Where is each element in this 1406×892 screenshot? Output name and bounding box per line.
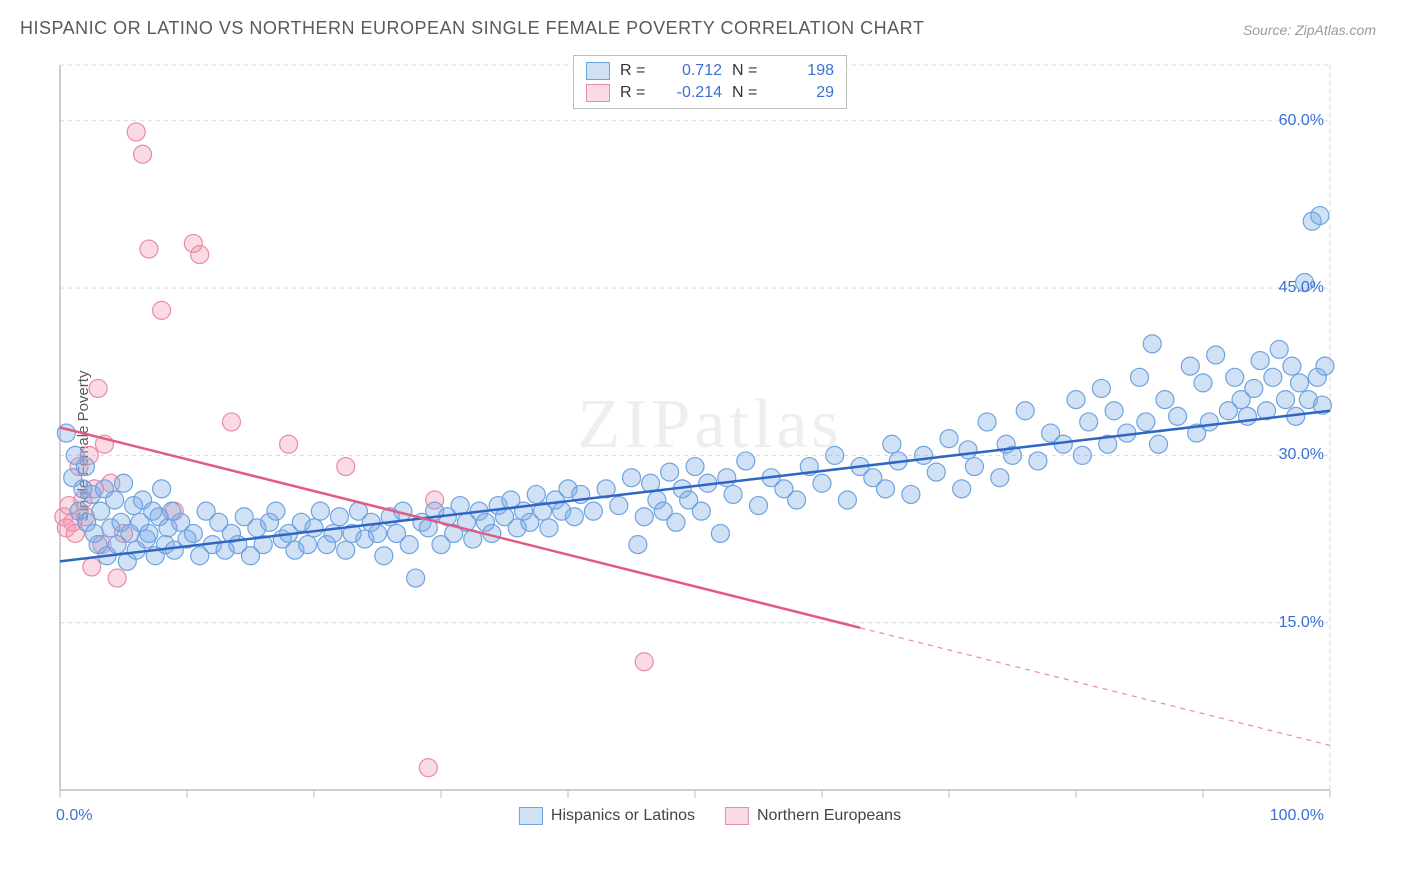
legend-swatch-bottom-0	[519, 807, 543, 825]
r-value-0: 0.712	[660, 60, 722, 82]
n-label: N =	[732, 60, 762, 82]
n-value-1: 29	[772, 82, 834, 104]
legend-item-1: Northern Europeans	[725, 807, 901, 825]
r-value-1: -0.214	[660, 82, 722, 104]
x-axis-min-label: 0.0%	[56, 807, 92, 825]
series-legend: Hispanics or Latinos Northern Europeans	[519, 807, 901, 825]
n-label: N =	[732, 82, 762, 104]
r-label: R =	[620, 60, 650, 82]
correlation-legend: R = 0.712 N = 198 R = -0.214 N = 29	[573, 55, 847, 109]
r-label: R =	[620, 82, 650, 104]
plot-area: ZIPatlas 15.0%30.0%45.0%60.0% 0.0% 100.0…	[50, 55, 1370, 825]
y-tick-label: 30.0%	[1279, 446, 1324, 464]
series-name-1: Northern Europeans	[757, 807, 901, 825]
y-tick-label: 60.0%	[1279, 112, 1324, 130]
y-tick-label: 45.0%	[1279, 279, 1324, 297]
legend-row-series-0: R = 0.712 N = 198	[586, 60, 834, 82]
series-name-0: Hispanics or Latinos	[551, 807, 695, 825]
chart-title: HISPANIC OR LATINO VS NORTHERN EUROPEAN …	[20, 18, 924, 39]
legend-item-0: Hispanics or Latinos	[519, 807, 695, 825]
legend-row-series-1: R = -0.214 N = 29	[586, 82, 834, 104]
x-axis-max-label: 100.0%	[1270, 807, 1324, 825]
legend-swatch-0	[586, 62, 610, 80]
y-tick-label: 15.0%	[1279, 614, 1324, 632]
legend-swatch-bottom-1	[725, 807, 749, 825]
source-label: Source: ZipAtlas.com	[1243, 22, 1376, 38]
legend-swatch-1	[586, 84, 610, 102]
n-value-0: 198	[772, 60, 834, 82]
chart-svg	[50, 55, 1370, 825]
